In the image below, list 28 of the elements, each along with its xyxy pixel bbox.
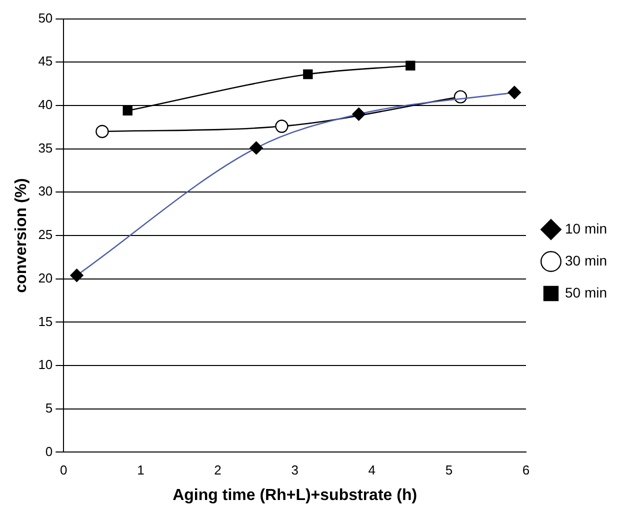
y-tick-label: 0 [45,444,53,459]
y-tick-label: 40 [38,97,53,112]
x-tick-label: 2 [214,462,222,478]
y-tick-label: 30 [38,184,53,199]
y-tick-label: 50 [38,10,53,26]
point [122,106,132,116]
legend-label: 30 min [564,252,608,268]
x-tick-label: 1 [137,462,144,478]
point [406,60,416,70]
point [303,69,313,80]
y-axis-title: conversion (%) [13,178,30,293]
y-tick-label: 10 [38,357,53,372]
y-tick-label: 25 [38,227,53,242]
legend-label: 50 min [564,284,608,300]
y-tick-label: 5 [45,400,53,416]
y-tick-label: 45 [38,54,53,69]
x-tick-label: 3 [291,462,298,478]
y-tick-label: 15 [38,314,53,329]
point [275,120,288,133]
y-tick-label: 35 [38,140,53,156]
x-tick-label: 6 [522,462,530,478]
x-tick-label: 0 [60,462,68,478]
x-axis-title: Aging time (Rh+L)+substrate (h) [172,486,418,504]
x-tick-label: 4 [368,462,376,478]
y-tick-label: 20 [38,270,53,286]
legend-label: 10 min [564,220,608,236]
x-tick-label: 5 [445,462,453,478]
point [96,124,109,138]
